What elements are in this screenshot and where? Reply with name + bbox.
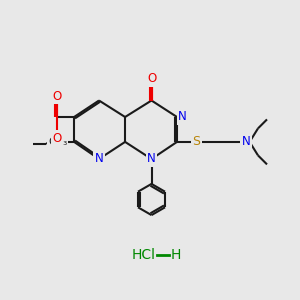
Text: H: H <box>170 248 181 262</box>
Text: O: O <box>52 89 61 103</box>
Text: N: N <box>147 152 156 166</box>
Text: N: N <box>242 135 250 148</box>
Text: O: O <box>147 72 156 86</box>
Text: CH₃: CH₃ <box>48 137 67 147</box>
Text: S: S <box>193 135 200 148</box>
Text: HCl: HCl <box>132 248 156 262</box>
Text: O: O <box>52 131 61 145</box>
Text: N: N <box>178 110 187 124</box>
Text: N: N <box>94 152 103 166</box>
